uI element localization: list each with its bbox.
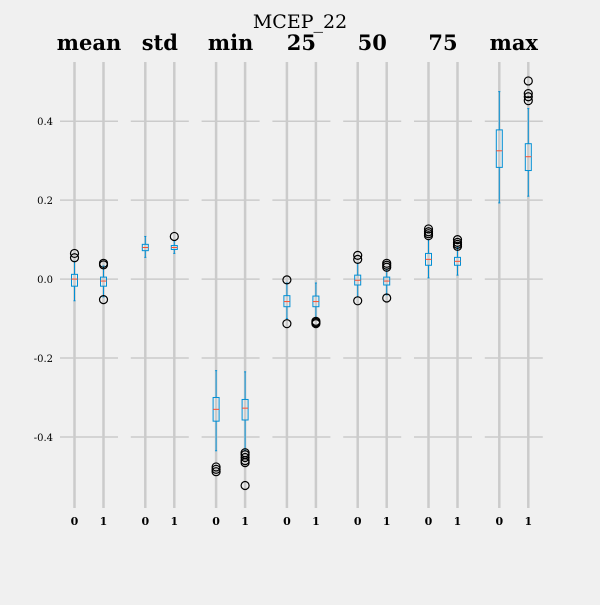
box-iqr — [100, 276, 107, 287]
x-tick-label: 0 — [212, 515, 220, 528]
flier-point — [523, 96, 533, 106]
flier-point — [169, 231, 179, 242]
flier-point — [382, 262, 392, 272]
panel-5: 75 0 1 — [414, 30, 472, 528]
box-1 — [523, 76, 533, 197]
x-tick-label: 0 — [354, 515, 362, 528]
panel-title: 75 — [428, 30, 457, 55]
x-tick-label: 0 — [495, 515, 503, 528]
x-tick-label: 1 — [100, 515, 108, 528]
flier-point — [452, 241, 463, 251]
x-tick-label: 0 — [141, 515, 149, 528]
panel-0: mean 0 1 — [57, 30, 121, 528]
flier-point — [211, 464, 221, 474]
x-tick-label: 0 — [71, 515, 79, 528]
y-tick-label: 0.4 — [37, 117, 53, 128]
flier-point — [523, 76, 533, 86]
box-0 — [353, 250, 363, 306]
y-tick-label: 0.0 — [37, 275, 53, 286]
flier-point — [523, 88, 533, 99]
flier-point — [98, 260, 109, 270]
x-tick-label: 1 — [383, 515, 391, 528]
box-iqr — [71, 273, 78, 287]
flier-point — [423, 224, 434, 234]
x-tick-label: 1 — [241, 515, 249, 528]
panel-3: 25 0 1 — [272, 30, 331, 528]
box-iqr — [241, 398, 249, 421]
box-0 — [495, 91, 503, 204]
box-1 — [240, 371, 250, 491]
box-0 — [69, 248, 80, 302]
box-1 — [382, 258, 392, 303]
panel-title: max — [490, 30, 539, 55]
flier-point — [240, 452, 250, 463]
flier-point — [211, 467, 221, 477]
y-tick-label: -0.4 — [34, 433, 53, 444]
x-tick-label: 1 — [454, 515, 462, 528]
flier-point — [382, 293, 392, 303]
flier-point — [353, 250, 363, 260]
flier-point — [240, 480, 250, 491]
flier-point — [423, 231, 434, 241]
box-1 — [169, 231, 179, 254]
flier-point — [311, 319, 321, 329]
x-tick-label: 1 — [524, 515, 532, 528]
flier-point — [98, 295, 109, 305]
flier-point — [353, 254, 363, 264]
flier-point — [523, 92, 533, 102]
flier-point — [353, 296, 363, 306]
y-tick-label: 0.2 — [37, 196, 53, 207]
flier-point — [452, 235, 463, 245]
panel-1: std 0 1 — [130, 30, 189, 528]
panel-title: mean — [57, 30, 121, 55]
box-0 — [211, 370, 221, 477]
y-tick-label: -0.2 — [34, 354, 53, 365]
box-0 — [141, 235, 149, 258]
panel-2: min 0 1 — [201, 30, 260, 528]
box-1 — [452, 235, 463, 276]
x-tick-label: 0 — [425, 515, 433, 528]
panel-title: min — [208, 30, 253, 55]
panel-title: 50 — [358, 30, 387, 55]
flier-point — [69, 248, 80, 259]
flier-point — [282, 319, 292, 329]
panel-title: 25 — [287, 30, 316, 55]
box-0 — [423, 224, 434, 279]
box-1 — [98, 258, 109, 305]
flier-point — [240, 458, 250, 468]
panel-4: 50 0 1 — [343, 30, 402, 528]
panel-6: max 0 1 — [484, 30, 543, 528]
chart-title: MCEP_22 — [253, 11, 347, 33]
flier-point — [282, 275, 292, 285]
x-tick-label: 1 — [312, 515, 320, 528]
box-iqr — [495, 129, 503, 168]
x-tick-label: 1 — [170, 515, 178, 528]
box-1 — [311, 282, 321, 329]
flier-point — [69, 253, 80, 263]
flier-point — [211, 462, 221, 472]
x-tick-label: 0 — [283, 515, 291, 528]
panel-title: std — [142, 30, 179, 55]
box-0 — [282, 275, 292, 329]
